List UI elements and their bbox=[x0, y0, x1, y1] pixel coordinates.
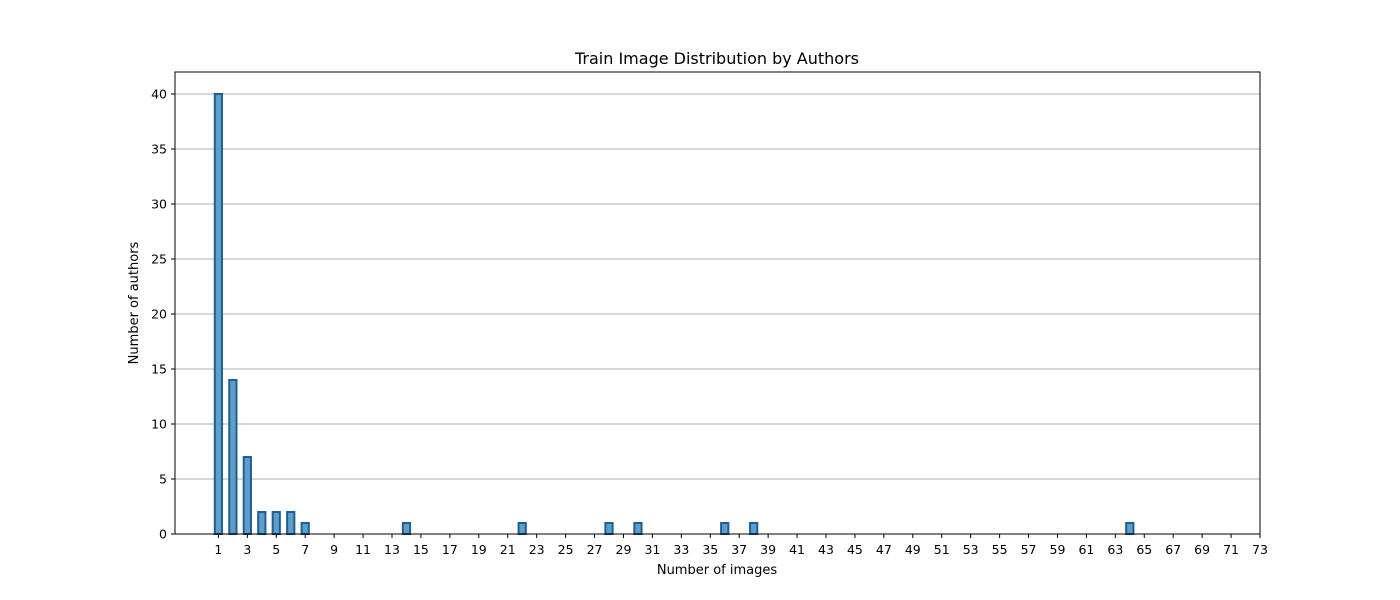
y-tick-label: 5 bbox=[159, 472, 167, 487]
x-tick-label: 41 bbox=[789, 542, 805, 557]
bar bbox=[1125, 522, 1135, 535]
x-tick-label: 11 bbox=[355, 542, 371, 557]
bar bbox=[300, 522, 310, 535]
x-tick-label: 17 bbox=[442, 542, 458, 557]
x-tick-label: 55 bbox=[992, 542, 1008, 557]
x-tick-label: 45 bbox=[847, 542, 863, 557]
bar bbox=[213, 93, 224, 535]
x-tick-label: 5 bbox=[272, 542, 280, 557]
x-tick-label: 21 bbox=[500, 542, 516, 557]
x-tick-label: 9 bbox=[330, 542, 338, 557]
bar bbox=[604, 522, 614, 535]
y-tick-label: 0 bbox=[159, 527, 167, 542]
x-tick-label: 13 bbox=[384, 542, 400, 557]
x-tick-label: 43 bbox=[818, 542, 834, 557]
bar bbox=[720, 522, 730, 535]
x-tick-label: 67 bbox=[1165, 542, 1181, 557]
x-tick-label: 73 bbox=[1252, 542, 1268, 557]
x-tick-label: 39 bbox=[760, 542, 776, 557]
x-tick-label: 1 bbox=[214, 542, 222, 557]
x-tick-label: 65 bbox=[1136, 542, 1152, 557]
bar bbox=[271, 511, 281, 535]
x-tick-label: 15 bbox=[413, 542, 429, 557]
x-tick-label: 35 bbox=[702, 542, 718, 557]
x-tick-label: 27 bbox=[587, 542, 603, 557]
bar bbox=[749, 522, 759, 535]
x-tick-label: 59 bbox=[1050, 542, 1066, 557]
plot-frame bbox=[174, 71, 1261, 535]
bar bbox=[242, 456, 252, 535]
bar bbox=[228, 379, 238, 535]
y-tick-label: 40 bbox=[151, 87, 167, 102]
x-axis-label: Number of images bbox=[657, 563, 778, 578]
y-tick-label: 35 bbox=[151, 142, 167, 157]
x-tick-label: 61 bbox=[1078, 542, 1094, 557]
x-tick-label: 23 bbox=[529, 542, 545, 557]
x-tick-label: 25 bbox=[558, 542, 574, 557]
x-tick-label: 33 bbox=[673, 542, 689, 557]
y-axis-ticks: 0 5 10 15 20 25 30 35 40 bbox=[151, 87, 175, 542]
y-tick-label: 25 bbox=[151, 252, 167, 267]
y-tick-label: 30 bbox=[151, 197, 167, 212]
x-tick-label: 71 bbox=[1223, 542, 1239, 557]
chart-title: Train Image Distribution by Authors bbox=[574, 49, 859, 68]
bar bbox=[286, 511, 296, 535]
bar bbox=[257, 511, 267, 535]
x-tick-label: 69 bbox=[1194, 542, 1210, 557]
x-tick-label: 37 bbox=[731, 542, 747, 557]
x-tick-label: 47 bbox=[876, 542, 892, 557]
x-tick-label: 63 bbox=[1107, 542, 1123, 557]
x-tick-label: 19 bbox=[471, 542, 487, 557]
x-tick-label: 31 bbox=[644, 542, 660, 557]
x-tick-label: 29 bbox=[616, 542, 632, 557]
y-tick-label: 15 bbox=[151, 362, 167, 377]
bar bbox=[401, 522, 412, 535]
y-tick-label: 20 bbox=[151, 307, 167, 322]
x-tick-label: 7 bbox=[301, 542, 309, 557]
bar bbox=[633, 522, 643, 535]
x-tick-label: 51 bbox=[934, 542, 950, 557]
gridlines bbox=[175, 93, 1260, 535]
x-tick-label: 53 bbox=[963, 542, 979, 557]
x-tick-label: 49 bbox=[905, 542, 921, 557]
y-axis-label: Number of authors bbox=[127, 241, 142, 364]
x-tick-label: 57 bbox=[1021, 542, 1037, 557]
y-tick-label: 10 bbox=[151, 417, 167, 432]
x-axis-ticks: 1 3 5 7 9 11 13 15 17 19 21 23 25 27 29 31 33 35 37 39 41 43 4… bbox=[214, 534, 1268, 557]
x-tick-label: 3 bbox=[243, 542, 251, 557]
bar bbox=[517, 522, 527, 535]
